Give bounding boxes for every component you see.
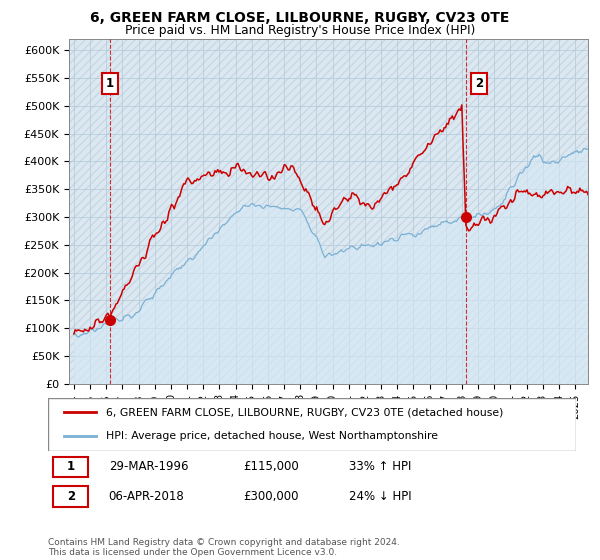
Text: 2: 2 (67, 490, 75, 503)
FancyBboxPatch shape (53, 456, 88, 477)
FancyBboxPatch shape (48, 398, 576, 451)
Text: Price paid vs. HM Land Registry's House Price Index (HPI): Price paid vs. HM Land Registry's House … (125, 24, 475, 37)
Text: 6, GREEN FARM CLOSE, LILBOURNE, RUGBY, CV23 0TE (detached house): 6, GREEN FARM CLOSE, LILBOURNE, RUGBY, C… (106, 408, 503, 418)
Text: Contains HM Land Registry data © Crown copyright and database right 2024.
This d: Contains HM Land Registry data © Crown c… (48, 538, 400, 557)
Text: 06-APR-2018: 06-APR-2018 (109, 490, 184, 503)
Text: 24% ↓ HPI: 24% ↓ HPI (349, 490, 412, 503)
Text: 2: 2 (475, 77, 483, 90)
Text: 1: 1 (106, 77, 114, 90)
Text: 29-MAR-1996: 29-MAR-1996 (109, 460, 188, 473)
Text: 6, GREEN FARM CLOSE, LILBOURNE, RUGBY, CV23 0TE: 6, GREEN FARM CLOSE, LILBOURNE, RUGBY, C… (91, 11, 509, 25)
Text: £300,000: £300,000 (244, 490, 299, 503)
Text: 1: 1 (67, 460, 75, 473)
Text: HPI: Average price, detached house, West Northamptonshire: HPI: Average price, detached house, West… (106, 431, 438, 441)
FancyBboxPatch shape (53, 486, 88, 506)
Text: 33% ↑ HPI: 33% ↑ HPI (349, 460, 412, 473)
Text: £115,000: £115,000 (244, 460, 299, 473)
